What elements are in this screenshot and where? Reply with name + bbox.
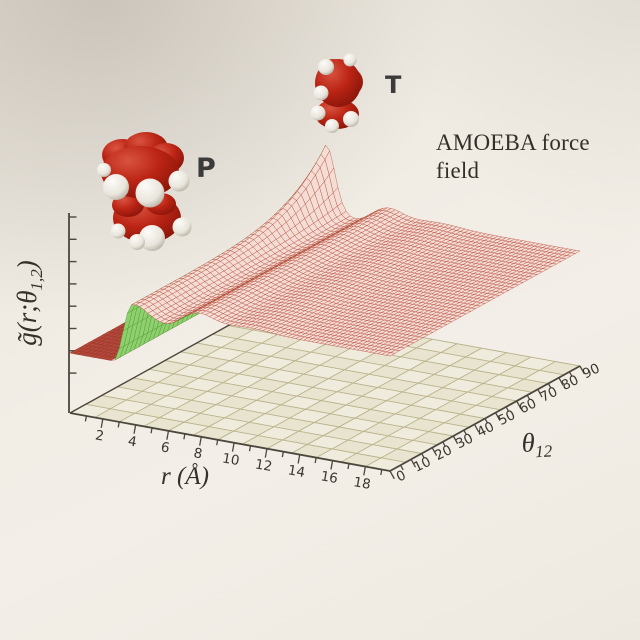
theta-tick-label: 60 <box>517 395 539 417</box>
r-axis-label: r (Å) <box>161 463 209 490</box>
r-tick-label: 8 <box>192 445 203 462</box>
atom-white <box>313 85 329 101</box>
theta-tick-label: 10 <box>411 454 433 476</box>
theta-tick-label: 70 <box>538 384 560 406</box>
r-tick-label: 14 <box>287 462 307 481</box>
z-axis-label: g̃(r;θ1,2) <box>12 260 46 346</box>
plot-3d-scene: g̃(r;θ1,2)2 4 6 8 10 12 14 16 18r (Å) 01020304050… <box>12 144 602 493</box>
z-axis: g̃(r;θ1,2) <box>12 213 77 413</box>
atom-white <box>103 174 129 200</box>
theta-tick-label: 80 <box>559 372 581 394</box>
atom-white <box>129 234 145 250</box>
r-tick-label: 12 <box>254 456 274 475</box>
r-tick-label: 10 <box>221 450 241 469</box>
atom-white <box>97 163 111 177</box>
theta-tick-label: 20 <box>432 442 454 464</box>
force-field-annotation: AMOEBA force field <box>436 130 590 184</box>
r-tick-label: 16 <box>319 468 339 487</box>
atom-white <box>139 225 165 251</box>
r-axis: 2 4 6 8 10 12 14 16 18 r (Å) <box>69 412 391 493</box>
molecule-p <box>97 132 192 251</box>
r-tick-label: 18 <box>352 474 372 493</box>
atom-white <box>325 119 339 133</box>
atom-white <box>318 59 334 75</box>
atom-white <box>343 53 357 67</box>
molecule-label-p: P <box>196 153 216 184</box>
molecule-t <box>310 53 363 133</box>
theta-axis-label: θ12 <box>521 426 554 462</box>
molecule-label-t: T <box>385 71 402 99</box>
r-tick-label: 4 <box>127 433 138 450</box>
r-tick-label: 2 <box>94 427 105 444</box>
atom-white <box>168 170 190 192</box>
theta-tick-label: 30 <box>453 430 475 452</box>
theta-tick-label: 40 <box>474 419 496 441</box>
theta-tick-label: 90 <box>580 360 602 382</box>
r-tick-label: 6 <box>160 439 171 456</box>
atom-white <box>135 178 165 208</box>
atom-white <box>343 111 359 127</box>
theta-tick-label: 50 <box>496 407 518 429</box>
atom-white <box>110 223 126 239</box>
atom-white <box>172 217 192 237</box>
surface-mesh <box>69 144 581 361</box>
atom-white <box>310 105 326 121</box>
theta-tick-label: 0 <box>394 467 409 485</box>
